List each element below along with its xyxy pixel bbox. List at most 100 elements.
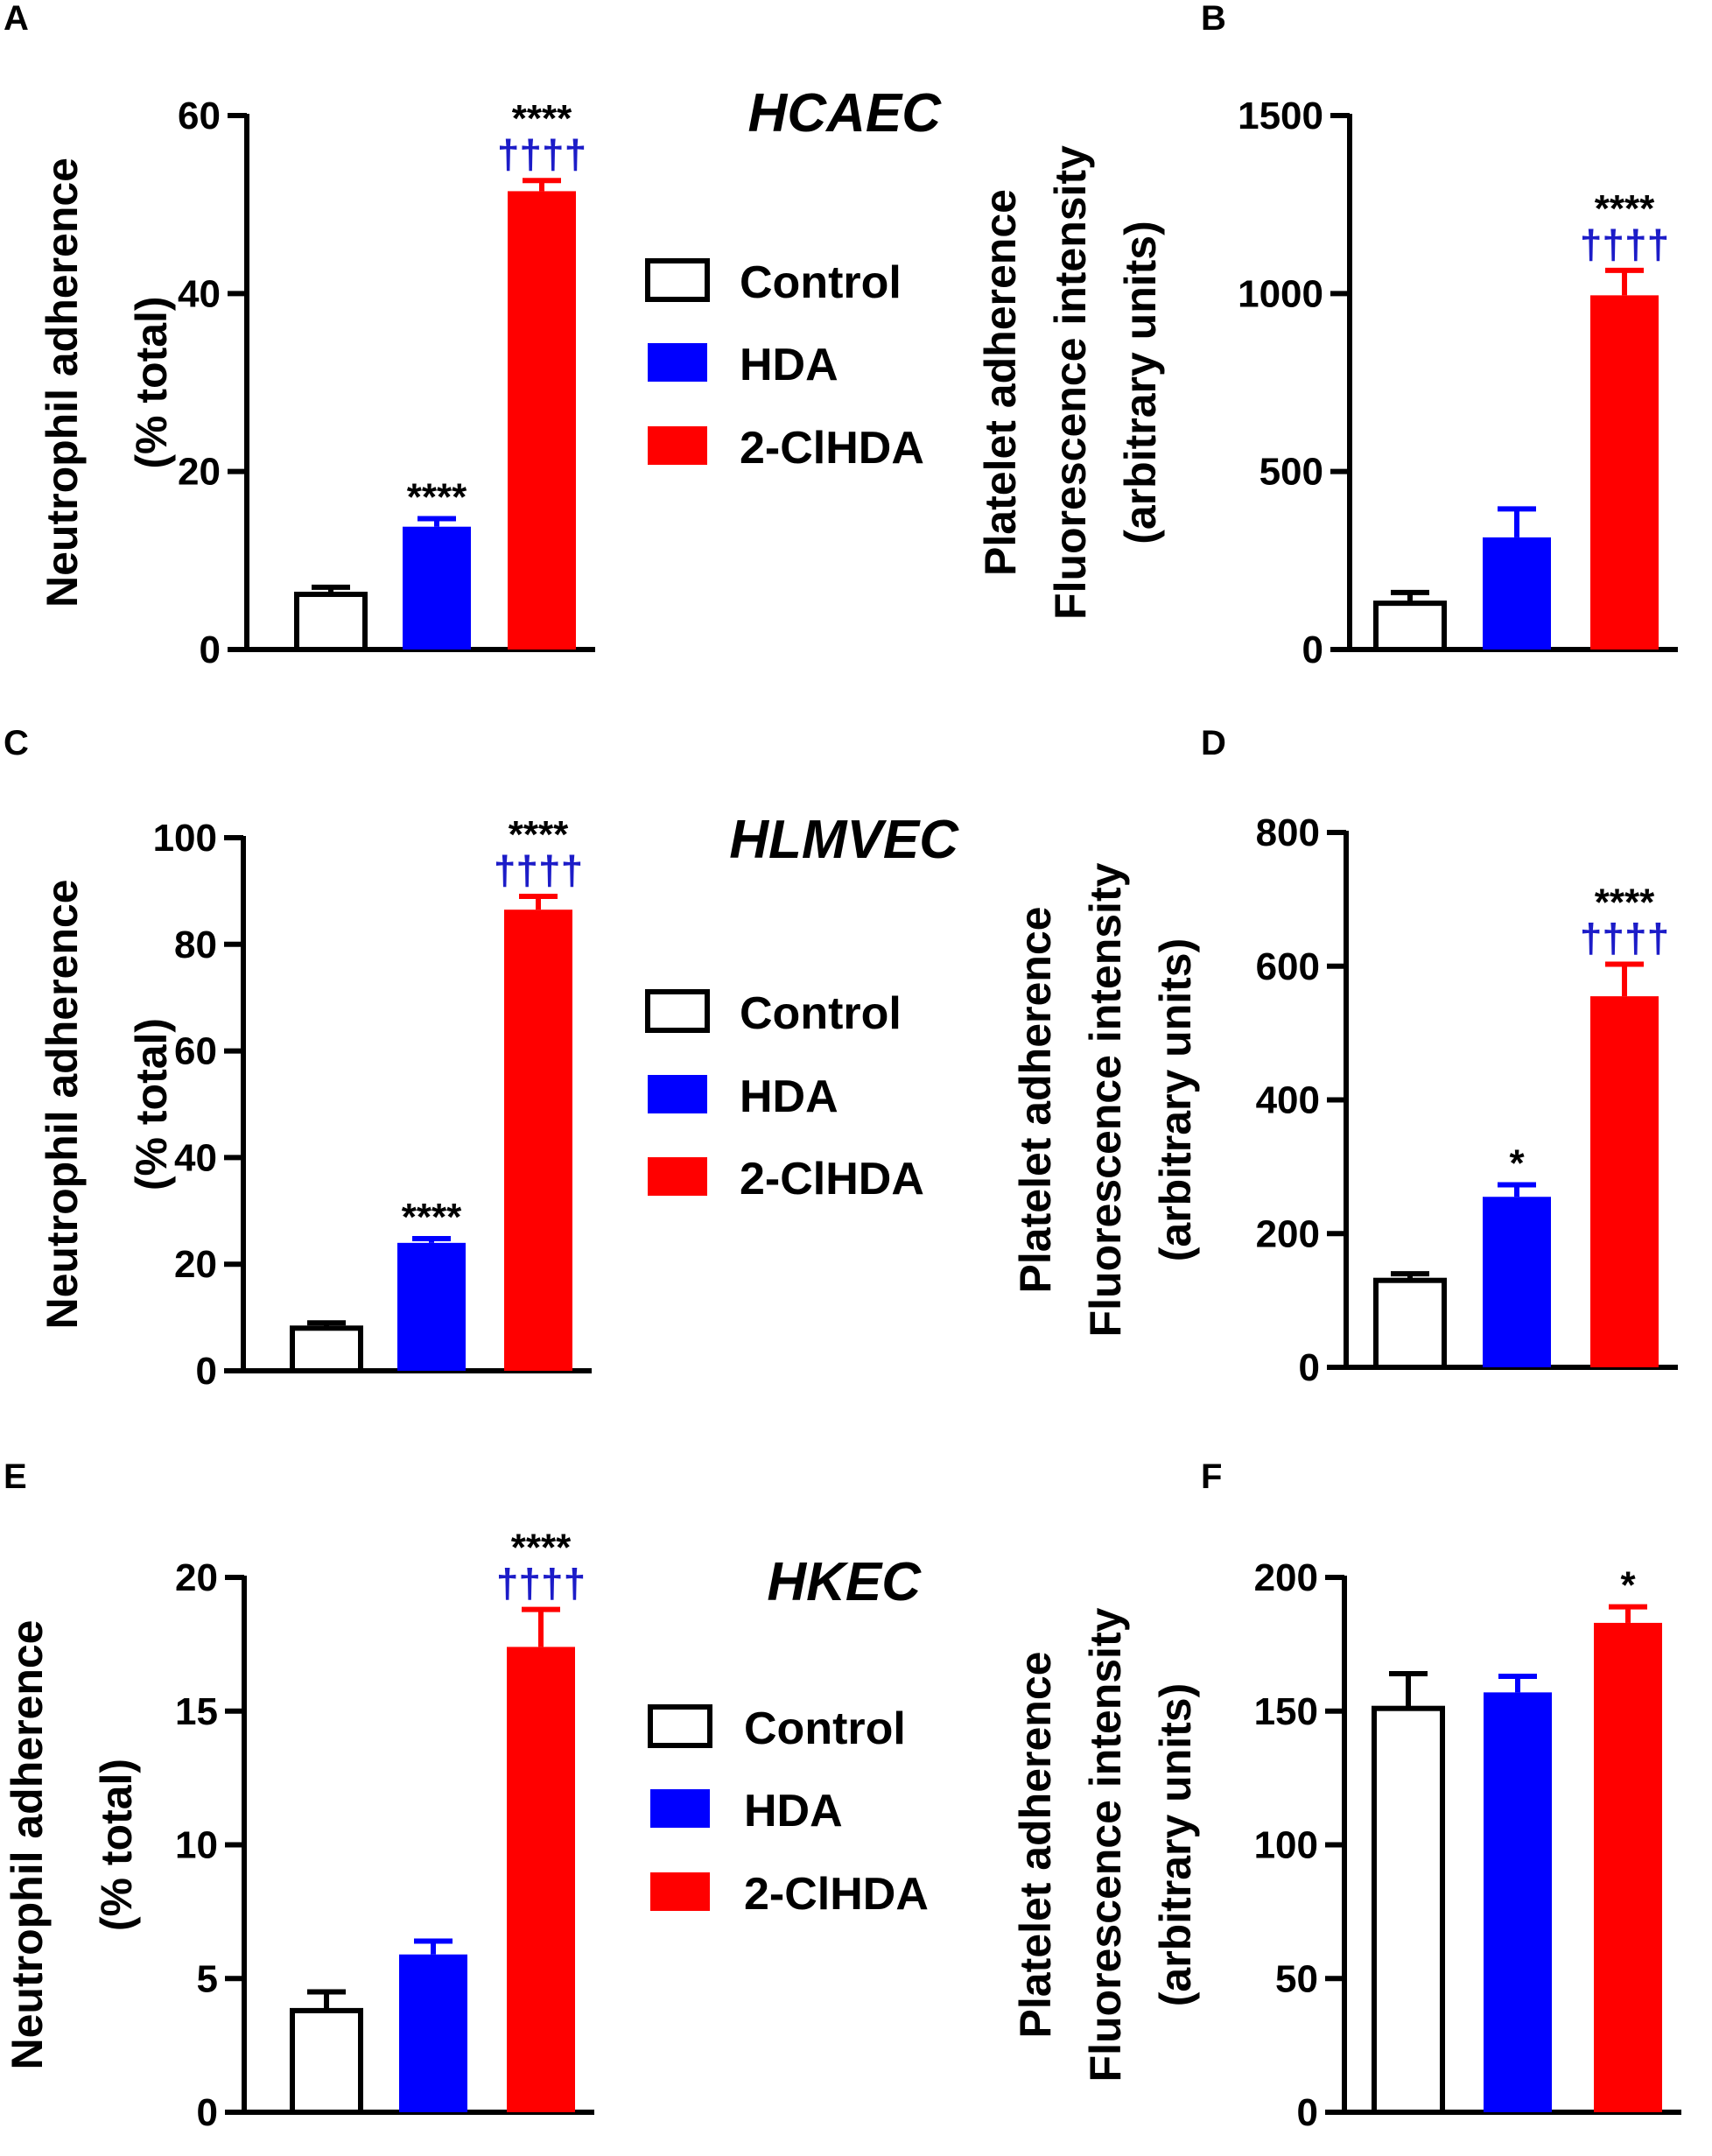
y-tick-label: 40 <box>174 1136 217 1179</box>
significance-daggers: †††† <box>497 131 586 177</box>
bar-hda <box>397 1242 466 1371</box>
y-axis-label: (arbitrary units) <box>1151 938 1200 1262</box>
y-tick-label: 0 <box>1299 1346 1320 1389</box>
y-tick-label: 40 <box>178 272 221 315</box>
y-tick-label: 200 <box>1254 1556 1318 1599</box>
y-tick-label: 0 <box>200 629 221 671</box>
y-axis-label: Platelet adherence <box>1011 1652 1060 2039</box>
y-tick-label: 800 <box>1256 811 1320 854</box>
legend-label-hda: HDA <box>740 1071 838 1122</box>
y-axis-label: Neutrophil adherence <box>3 1620 52 2070</box>
y-tick-label: 60 <box>178 95 221 137</box>
y-axis-label: Fluorescence intensity <box>1081 862 1130 1337</box>
significance-stars: **** <box>509 813 569 856</box>
significance-stars: **** <box>511 1527 572 1570</box>
bar-2clhda <box>1594 1622 1662 2112</box>
chart-b-platelet-hcaec: Platelet adherence Fluorescence intensity… <box>976 95 1678 671</box>
cell-title-hcaec: HCAEC <box>748 83 943 144</box>
bar-control <box>294 591 368 653</box>
legend-swatch-2clhda <box>648 426 707 465</box>
chart-d-platelet-hlmvec: Platelet adherence Fluorescence intensity… <box>1011 811 1678 1389</box>
legend-label-2clhda: 2-ClHDA <box>740 423 924 474</box>
y-axis-label: Neutrophil adherence <box>38 880 87 1330</box>
legend-label-hda: HDA <box>744 1786 843 1836</box>
y-tick-label: 1500 <box>1238 95 1323 137</box>
legend-swatch-control <box>645 989 710 1033</box>
panel-letter-f: F <box>1201 1457 1222 1496</box>
bar-control <box>1373 1277 1447 1371</box>
chart-f-platelet-hkec: Platelet adherence Fluorescence intensity… <box>1011 1556 1681 2134</box>
panel-letter-a: A <box>4 0 29 38</box>
y-axis-label: Platelet adherence <box>1011 907 1060 1294</box>
y-tick-label: 0 <box>197 2091 218 2134</box>
bar-2clhda <box>504 909 572 1371</box>
bar-2clhda <box>1590 295 1659 650</box>
bar-2clhda <box>508 191 576 650</box>
significance-stars: **** <box>407 476 467 519</box>
chart-c-neutrophil-hlmvec: Neutrophil adherence (% total) 0 20 40 60 80 10… <box>38 813 592 1393</box>
legend-label-2clhda: 2-ClHDA <box>740 1154 924 1204</box>
y-tick-label: 100 <box>153 817 217 860</box>
y-axis-label: Fluorescence intensity <box>1046 145 1095 620</box>
bar-2clhda <box>507 1647 575 2112</box>
bar-2clhda <box>1590 996 1659 1367</box>
y-tick-label: 500 <box>1259 451 1323 494</box>
legend-swatch-hda <box>648 343 707 382</box>
y-axis-label: (% total) <box>92 1759 141 1931</box>
significance-stars: * <box>1620 1564 1636 1607</box>
legend-label-control: Control <box>744 1703 906 1754</box>
y-axis-label: Platelet adherence <box>976 189 1025 576</box>
y-axis-label: (% total) <box>127 296 176 468</box>
bar-control <box>290 2007 363 2115</box>
bar-control <box>290 1325 363 1374</box>
y-axis-label: (arbitrary units) <box>1151 1683 1200 2007</box>
y-tick-label: 0 <box>1297 2091 1318 2134</box>
y-tick-label: 200 <box>1256 1212 1320 1255</box>
cell-title-hlmvec: HLMVEC <box>729 810 959 870</box>
y-tick-label: 15 <box>175 1690 218 1733</box>
significance-daggers: †††† <box>494 847 583 893</box>
bar-control <box>1373 600 1447 653</box>
panel-letter-d: D <box>1201 724 1226 762</box>
y-axis-label: (arbitrary units) <box>1116 221 1165 544</box>
y-axis-label: Fluorescence intensity <box>1081 1607 1130 2082</box>
y-tick-label: 5 <box>197 1957 218 2000</box>
y-tick-label: 20 <box>178 451 221 494</box>
y-tick-label: 80 <box>174 923 217 966</box>
significance-stars: * <box>1509 1141 1525 1184</box>
y-tick-label: 10 <box>175 1824 218 1867</box>
legend-swatch-control <box>648 1704 712 1748</box>
significance-daggers: †††† <box>1580 221 1669 267</box>
y-tick-label: 100 <box>1254 1824 1318 1867</box>
bar-hda <box>399 1954 467 2112</box>
y-tick-label: 600 <box>1256 945 1320 988</box>
y-tick-label: 50 <box>1275 1957 1318 2000</box>
cell-title-hkec: HKEC <box>767 1552 922 1612</box>
legend-swatch-control <box>645 258 710 302</box>
significance-stars: **** <box>512 97 572 140</box>
chart-a-neutrophil-hcaec: Neutrophil adherence (% total) 0 20 40 60 ****… <box>38 95 595 671</box>
legend-e: Control HDA 2-ClHDA <box>648 1703 929 1920</box>
y-tick-label: 1000 <box>1238 272 1323 315</box>
bar-hda <box>1484 1692 1552 2112</box>
bar-hda <box>403 526 471 650</box>
panel-letter-b: B <box>1201 0 1226 38</box>
legend-swatch-2clhda <box>648 1157 707 1196</box>
legend-label-2clhda: 2-ClHDA <box>744 1869 929 1920</box>
significance-daggers: †††† <box>1580 915 1669 960</box>
y-tick-label: 0 <box>1302 629 1323 671</box>
significance-daggers: †††† <box>496 1561 586 1606</box>
panel-letter-c: C <box>4 724 29 762</box>
legend-c: Control HDA 2-ClHDA <box>645 988 924 1204</box>
significance-stars: **** <box>1595 187 1655 230</box>
y-tick-label: 0 <box>196 1350 217 1393</box>
legend-label-hda: HDA <box>740 340 838 390</box>
legend-label-control: Control <box>740 257 902 308</box>
y-axis-label: Neutrophil adherence <box>38 158 87 607</box>
y-tick-label: 60 <box>174 1030 217 1073</box>
significance-stars: **** <box>1595 881 1655 923</box>
y-tick-label: 20 <box>174 1243 217 1286</box>
legend-swatch-hda <box>650 1789 710 1828</box>
bar-control <box>1372 1705 1445 2115</box>
